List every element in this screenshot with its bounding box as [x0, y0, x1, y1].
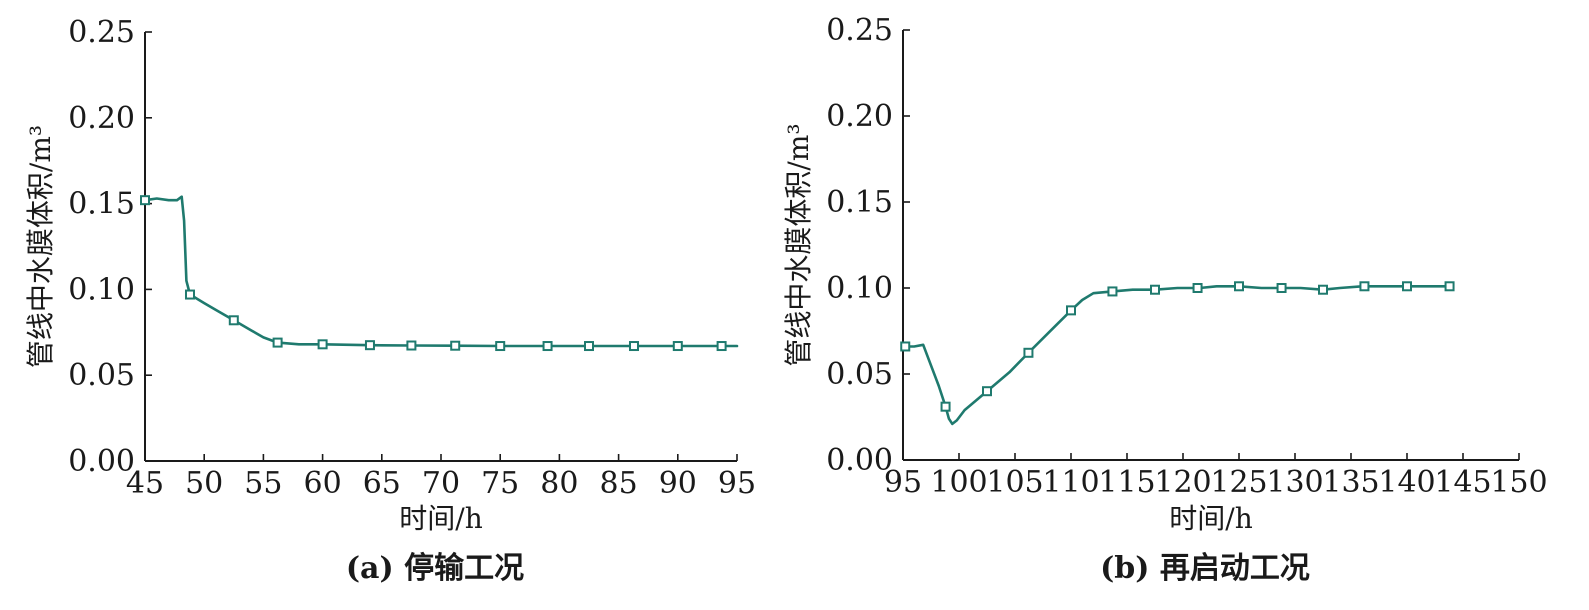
y-tick-label: 0.20 [68, 101, 135, 136]
data-point-marker [982, 386, 992, 397]
panel-caption: (b) 再启动工况 [1100, 551, 1310, 586]
y-tick-label: 0.15 [68, 187, 135, 222]
x-tick-label: 130 [1266, 465, 1323, 500]
x-axis-title: 时间/h [1169, 502, 1252, 535]
data-point-marker [1023, 347, 1034, 358]
x-tick-label: 110 [1042, 465, 1099, 500]
data-point-marker [1234, 281, 1244, 292]
y-tick-label: 0.05 [826, 357, 893, 392]
data-point-marker [450, 340, 461, 351]
x-tick-label: 55 [244, 466, 282, 501]
x-tick-label: 135 [1322, 465, 1379, 500]
y-tick-label: 0.00 [826, 443, 893, 478]
y-tick-label: 0.25 [68, 15, 135, 50]
data-point-marker [1444, 281, 1455, 292]
data-point-marker [1192, 283, 1203, 293]
data-point-marker [317, 339, 328, 350]
data-point-marker [584, 341, 594, 352]
y-tick-label: 0.05 [68, 358, 135, 393]
x-axis-title: 时间/h [399, 502, 482, 535]
x-tick-label: 80 [540, 466, 578, 501]
data-point-marker [406, 340, 417, 351]
data-point-marker [1150, 284, 1160, 295]
y-tick-label: 0.25 [826, 13, 893, 48]
x-tick-label: 90 [659, 466, 697, 501]
data-point-marker [940, 401, 951, 412]
x-tick-label: 85 [600, 466, 638, 501]
data-point-marker [716, 341, 727, 352]
y-tick-label: 0.15 [826, 185, 893, 220]
x-tick-label: 95 [884, 465, 922, 500]
chart-panel-a: 45 50 55 60 65 70 75 80 85 90 95 0.00 0.05 0.10 0.15 0.… [24, 15, 756, 586]
data-point-marker [1359, 281, 1370, 292]
data-point-marker [495, 341, 506, 352]
y-tick-label: 0.00 [68, 444, 135, 479]
x-tick-label: 45 [126, 466, 164, 501]
series-line [901, 284, 1451, 426]
x-tick-label: 125 [1210, 465, 1267, 500]
data-point-marker [1066, 305, 1076, 316]
x-tick-label: 145 [1434, 465, 1491, 500]
x-tick-label: 70 [422, 466, 460, 501]
x-tick-label: 120 [1154, 465, 1211, 500]
data-point-marker [672, 341, 683, 352]
data-point-marker [628, 341, 639, 352]
y-tick-label: 0.20 [826, 99, 893, 134]
data-point-marker [1276, 283, 1287, 293]
y-tick-label: 0.10 [826, 271, 893, 306]
x-tick-label: 105 [986, 465, 1043, 500]
data-point-marker [184, 289, 195, 300]
y-axis-title: 管线中水膜体积/m³ [24, 125, 57, 368]
data-point-marker [364, 340, 375, 351]
y-tick-label: 0.10 [68, 272, 135, 307]
data-point-marker [1318, 284, 1328, 295]
data-point-marker [272, 337, 283, 348]
x-tick-label: 115 [1098, 465, 1155, 500]
data-point-marker [228, 315, 239, 326]
x-tick-label: 100 [930, 465, 987, 500]
data-point-marker [1107, 286, 1118, 297]
data-point-marker [1402, 281, 1412, 292]
x-tick-label: 50 [185, 466, 223, 501]
x-tick-label: 150 [1490, 465, 1547, 500]
data-point-marker [900, 341, 911, 352]
x-tick-label: 95 [718, 466, 756, 501]
y-axis-title: 管线中水膜体积/m³ [782, 123, 815, 366]
data-point-marker [542, 341, 553, 352]
panel-caption: (a) 停输工况 [346, 551, 524, 586]
x-tick-label: 140 [1378, 465, 1435, 500]
x-tick-label: 65 [363, 466, 401, 501]
x-tick-label: 60 [304, 466, 342, 501]
series-line [143, 195, 739, 348]
x-tick-label: 75 [481, 466, 519, 501]
data-point-marker [140, 195, 150, 206]
